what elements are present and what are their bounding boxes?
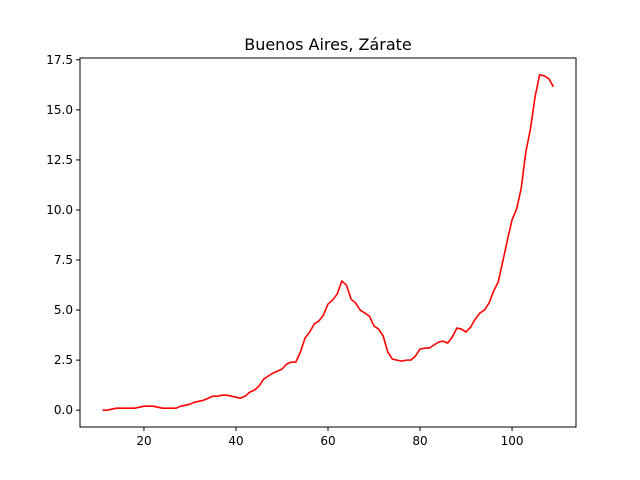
y-tick-label: 5.0: [54, 303, 73, 317]
plot-frame: [79, 57, 577, 428]
series-line-0: [102, 74, 555, 411]
x-axis: 20 40 60 80 100: [136, 427, 523, 448]
y-tick-label: 12.5: [46, 153, 73, 167]
y-tick-label: 7.5: [54, 253, 73, 267]
y-tick-label: 0.0: [54, 403, 73, 417]
chart-title: Buenos Aires, Zárate: [244, 35, 412, 54]
y-axis: 0.0 2.5 5.0 7.5 10.0 12.5 15.0 17.5: [46, 53, 80, 417]
y-tick-label: 2.5: [54, 353, 73, 367]
x-tick-label: 100: [501, 434, 524, 448]
x-tick-label: 20: [136, 434, 151, 448]
y-tick-label: 15.0: [46, 103, 73, 117]
plot-area: [102, 74, 555, 411]
x-tick-label: 60: [320, 434, 335, 448]
x-tick-label: 40: [228, 434, 243, 448]
x-tick-label: 80: [412, 434, 427, 448]
y-tick-label: 10.0: [46, 203, 73, 217]
y-tick-label: 17.5: [46, 53, 73, 67]
